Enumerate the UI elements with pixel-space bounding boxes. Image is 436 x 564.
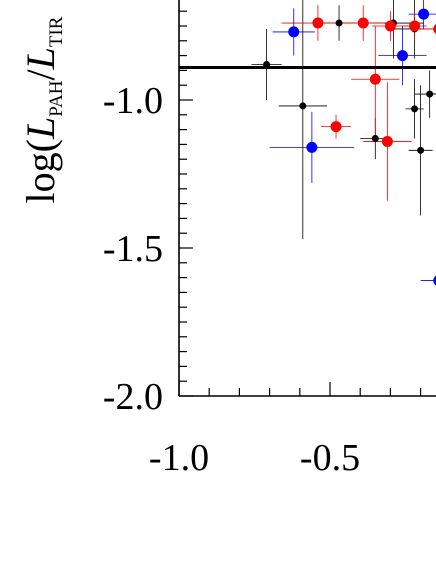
y-tick-label: -2.0 [103, 376, 163, 418]
data-point [357, 17, 369, 29]
y-label-sub2: TIR [46, 16, 67, 47]
data-point [417, 146, 425, 154]
x-tick-label: -1.0 [149, 437, 209, 479]
data-point [381, 135, 393, 147]
data-point [299, 102, 307, 110]
y-label-slash: / [18, 69, 63, 81]
x-tick-label: -0.5 [300, 437, 360, 479]
y-label-sub1: PAH [46, 80, 67, 117]
data-point [288, 26, 300, 38]
data-point [369, 73, 381, 85]
data-point [371, 134, 379, 142]
y-label-l1: L [18, 117, 63, 140]
data-point [330, 121, 342, 133]
y-axis-label: log(LPAH/LTIR [18, 16, 67, 203]
axes [178, 0, 436, 397]
y-tick-label: -1.5 [103, 228, 163, 270]
y-label-prefix: log( [18, 139, 63, 203]
data-point [384, 20, 396, 32]
error-bars [251, 0, 436, 281]
data-point [433, 275, 436, 286]
data-point [335, 19, 343, 27]
data-points [263, 8, 436, 286]
y-tick-label: -1.0 [103, 80, 163, 122]
data-point [306, 141, 318, 153]
data-point [409, 20, 421, 32]
data-point [433, 24, 436, 34]
data-point [396, 50, 408, 62]
data-point [418, 8, 430, 20]
x-tick-labels: -1.0-0.50 [149, 437, 360, 479]
data-point [426, 90, 434, 98]
y-label-l2: L [18, 47, 63, 70]
y-tick-labels: -1.0 -1.5 -2.0 [103, 80, 163, 418]
data-point [312, 17, 324, 29]
data-point [411, 105, 419, 113]
